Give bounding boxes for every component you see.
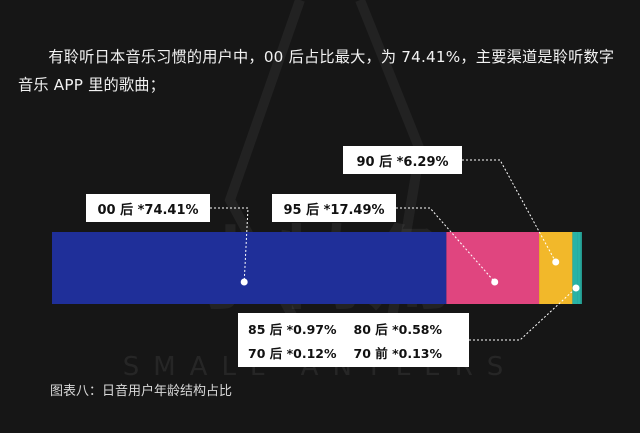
bar-segment-2 (539, 232, 573, 304)
bar-segment-6 (581, 232, 582, 304)
label-70: 70 后 *0.12% (248, 346, 337, 361)
small-segments-box: 85 后 *0.97% 80 后 *0.58% 70 后 *0.12% 70 前… (238, 313, 469, 367)
figure-caption: 图表八：日音用户年龄结构占比 (50, 384, 233, 399)
label-90: 90 后 *6.29% (343, 146, 462, 174)
leader-small-dot (572, 284, 580, 292)
label-95: 95 后 *17.49% (272, 194, 396, 222)
label-00: 00 后 *74.41% (86, 194, 210, 222)
bar-segment-1 (446, 232, 540, 304)
leader-00-dot (240, 278, 248, 286)
label-70-before: 70 前 *0.13% (353, 346, 443, 361)
leader-90 (462, 159, 557, 263)
label-80: 80 后 *0.58% (353, 322, 443, 337)
label-85: 85 后 *0.97% (248, 322, 337, 337)
leader-95-dot (491, 278, 499, 286)
bar-segment-0 (52, 232, 447, 304)
bar-segment-4 (577, 232, 581, 304)
leader-95 (396, 207, 496, 283)
leader-small (469, 287, 577, 341)
leader-90-dot (552, 258, 560, 266)
bar-segment-3 (572, 232, 578, 304)
leader-00 (210, 207, 249, 283)
bar-segment-5 (580, 232, 582, 304)
description: 有聆听日本音乐习惯的用户中，00 后占比最大，为 74.41%，主要渠道是聆听数… (18, 48, 615, 94)
